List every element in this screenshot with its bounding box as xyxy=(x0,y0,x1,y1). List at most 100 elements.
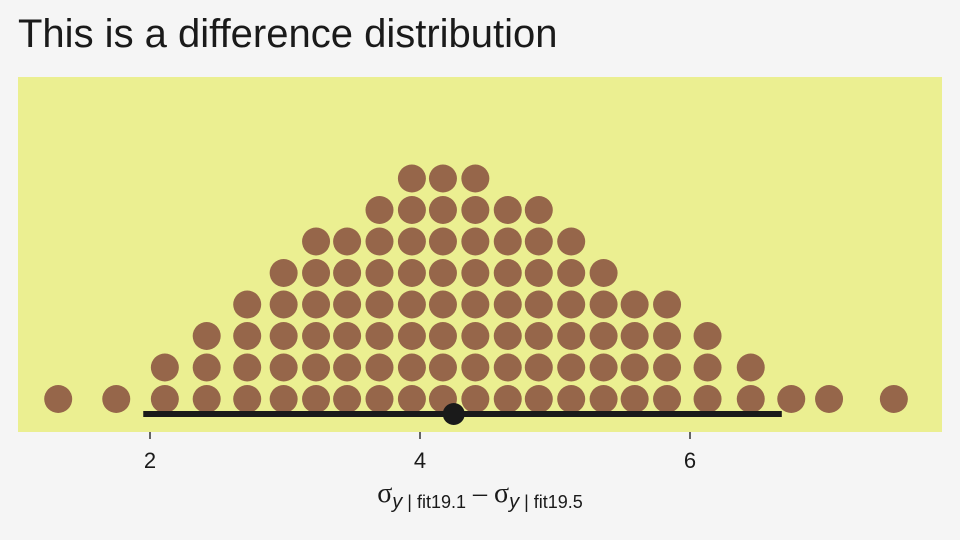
dot xyxy=(693,353,722,382)
dot xyxy=(557,290,586,319)
dot xyxy=(397,290,426,319)
dot xyxy=(493,353,522,382)
dot xyxy=(269,353,298,382)
dot xyxy=(589,259,618,287)
chart-title: This is a difference distribution xyxy=(18,12,558,56)
dot xyxy=(428,353,457,382)
dot xyxy=(589,322,618,350)
dot xyxy=(461,385,490,413)
dot xyxy=(557,385,586,413)
dot xyxy=(428,322,457,350)
xlabel-sub-1: y | fit19.1 xyxy=(392,491,466,513)
dot xyxy=(493,196,522,224)
dot xyxy=(333,259,362,287)
xlabel-var-1: y xyxy=(392,491,403,513)
dot xyxy=(333,353,362,382)
dot xyxy=(192,385,221,413)
dot xyxy=(589,290,618,319)
dot xyxy=(493,227,522,256)
dot xyxy=(428,290,457,319)
dot xyxy=(233,353,262,382)
dot xyxy=(333,290,362,319)
dot xyxy=(693,385,722,413)
dot xyxy=(302,290,331,319)
dot xyxy=(397,227,426,256)
dot xyxy=(493,259,522,287)
dot xyxy=(493,290,522,319)
dot xyxy=(192,322,221,350)
dot xyxy=(524,290,553,319)
interval-layer xyxy=(143,403,782,425)
dot xyxy=(397,196,426,224)
x-tick-label: 2 xyxy=(144,448,156,473)
xlabel-sub-2: y | fit19.5 xyxy=(509,491,583,513)
dot xyxy=(777,385,806,413)
dot xyxy=(365,290,394,319)
dot xyxy=(589,353,618,382)
dot xyxy=(620,322,649,350)
dot xyxy=(397,353,426,382)
dot xyxy=(620,290,649,319)
dot xyxy=(44,385,73,413)
dot xyxy=(461,290,490,319)
dot xyxy=(524,322,553,350)
dot xyxy=(233,322,262,350)
dot xyxy=(524,227,553,256)
dot xyxy=(879,385,908,413)
xlabel-group-2: | fit19.5 xyxy=(519,492,583,512)
dot xyxy=(333,227,362,256)
dot xyxy=(493,385,522,413)
x-tick-label: 4 xyxy=(414,448,426,473)
dot xyxy=(524,353,553,382)
x-axis-label: σy | fit19.1 – σy | fit19.5 xyxy=(0,478,960,514)
dot xyxy=(524,259,553,287)
xlabel-group-1: | fit19.1 xyxy=(402,492,466,512)
dot xyxy=(620,385,649,413)
dot xyxy=(461,353,490,382)
dot xyxy=(233,290,262,319)
dot xyxy=(428,196,457,224)
dot xyxy=(365,259,394,287)
dot xyxy=(620,353,649,382)
x-tick-label: 6 xyxy=(684,448,696,473)
dot xyxy=(428,259,457,287)
dot xyxy=(461,259,490,287)
dot xyxy=(150,385,179,413)
dot xyxy=(302,259,331,287)
dots-layer xyxy=(44,164,908,413)
dot xyxy=(365,353,394,382)
dot xyxy=(524,385,553,413)
dot xyxy=(461,322,490,350)
sigma-symbol-2: σ xyxy=(494,478,510,509)
dot xyxy=(557,322,586,350)
dot xyxy=(557,353,586,382)
dot xyxy=(428,164,457,193)
dot xyxy=(192,353,221,382)
x-axis: 2 4 6 xyxy=(144,432,696,473)
dot xyxy=(557,259,586,287)
dot xyxy=(397,385,426,413)
dot xyxy=(333,385,362,413)
dot xyxy=(461,196,490,224)
dot xyxy=(653,322,682,350)
dot xyxy=(397,164,426,193)
dot xyxy=(365,385,394,413)
dot xyxy=(269,290,298,319)
dot xyxy=(524,196,553,224)
xlabel-var-2: y xyxy=(509,491,520,513)
dot xyxy=(815,385,844,413)
dot xyxy=(589,385,618,413)
dot xyxy=(736,385,765,413)
sigma-symbol-1: σ xyxy=(377,478,393,509)
dot xyxy=(557,227,586,256)
dot xyxy=(102,385,131,413)
dot xyxy=(693,322,722,350)
dot xyxy=(269,385,298,413)
dot xyxy=(397,322,426,350)
dot xyxy=(333,322,362,350)
dot xyxy=(150,353,179,382)
dot xyxy=(233,385,262,413)
dot xyxy=(269,322,298,350)
dot xyxy=(736,353,765,382)
dot xyxy=(428,227,457,256)
